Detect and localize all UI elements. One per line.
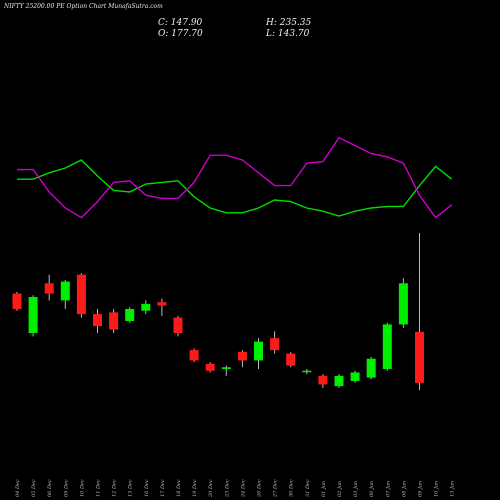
candle-body	[125, 309, 135, 321]
candle	[125, 307, 135, 323]
candle	[189, 348, 199, 363]
x-tick-label: 11 Dec	[96, 479, 102, 497]
candle	[28, 295, 38, 337]
x-tick-label: 18 Dec	[176, 479, 182, 497]
candle-body	[28, 297, 38, 333]
x-tick-label: 10 Jan	[434, 481, 440, 497]
candle-body	[382, 324, 392, 369]
x-tick-label: 17 Dec	[160, 479, 166, 497]
candle	[286, 351, 296, 368]
chart-title: NIFTY 25200.00 PE Option Chart MunafaSut…	[4, 3, 163, 10]
candle-body	[415, 331, 424, 383]
candle-body	[270, 338, 280, 351]
x-tick-label: 05 Dec	[31, 479, 37, 497]
x-tick-label: 09 Dec	[63, 479, 69, 497]
candle	[157, 298, 167, 316]
x-tick-label: 23 Dec	[224, 479, 230, 498]
x-tick-label: 02 Jan	[337, 481, 343, 497]
candle-body	[286, 353, 296, 366]
candle-body	[350, 372, 360, 381]
x-tick-label: 09 Jan	[418, 481, 424, 497]
close-value: C: 147.90	[158, 18, 203, 28]
indicator-lines	[17, 136, 453, 219]
x-tick-label: 06 Jan	[369, 481, 375, 497]
candle	[366, 357, 376, 380]
x-tick-label: 07 Jan	[385, 481, 391, 497]
candle	[76, 273, 86, 318]
candle	[109, 309, 119, 333]
candle	[415, 232, 424, 391]
candle-body	[205, 363, 215, 371]
candle-body	[334, 375, 344, 387]
x-tick-label: 26 Dec	[257, 479, 263, 498]
candle-body	[157, 302, 167, 306]
x-tick-label: 19 Dec	[192, 479, 198, 497]
x-tick-label: 04 Dec	[15, 479, 21, 497]
x-tick-label: 12 Dec	[112, 479, 118, 497]
candle	[237, 350, 247, 368]
x-tick-label: 01 Jan	[321, 481, 327, 497]
candle	[173, 315, 183, 337]
candle	[221, 365, 231, 376]
candle	[382, 322, 392, 371]
candle-body	[366, 358, 376, 378]
indicator-line-2	[17, 136, 453, 219]
candle	[398, 278, 408, 328]
x-tick-label: 03 Jan	[353, 481, 359, 497]
candle-body	[237, 351, 247, 361]
candle	[318, 374, 328, 388]
candle-body	[60, 281, 70, 301]
candle-body	[109, 312, 119, 330]
candle-body	[44, 283, 54, 294]
low-value: L: 143.70	[266, 29, 310, 39]
candle-body	[12, 293, 22, 309]
x-tick-label: 06 Dec	[47, 479, 53, 497]
candle	[141, 300, 151, 315]
x-tick-label: 27 Dec	[273, 479, 279, 498]
candle-body	[76, 274, 86, 315]
indicator-line-1	[17, 159, 453, 217]
candle-body	[173, 317, 183, 333]
candle	[44, 274, 54, 301]
x-axis-labels: 04 Dec 05 Dec 06 Dec 09 Dec 10 Dec 11 Dec 12 D…	[15, 479, 456, 498]
x-tick-label: 24 Dec	[240, 479, 246, 498]
candle	[350, 370, 360, 383]
x-tick-label: 10 Dec	[79, 479, 85, 497]
candle-body	[189, 350, 199, 361]
candle-body	[221, 367, 231, 369]
candle	[93, 309, 102, 333]
x-tick-label: 31 Dec	[305, 479, 311, 497]
x-tick-label: 08 Jan	[401, 481, 407, 497]
candle-body	[318, 375, 328, 385]
x-tick-label: 13 Dec	[128, 479, 134, 497]
x-tick-label: 20 Dec	[208, 479, 214, 498]
candle-body	[302, 370, 312, 373]
candle-body	[398, 283, 408, 325]
candle	[302, 369, 312, 375]
candle-body	[93, 314, 102, 327]
candle	[270, 331, 280, 354]
candle	[12, 291, 22, 311]
x-tick-label: 16 Dec	[144, 479, 150, 497]
high-value: H: 235.35	[266, 18, 312, 28]
candle	[334, 374, 344, 388]
candle-body	[141, 303, 151, 311]
x-tick-label: 30 Dec	[289, 479, 295, 497]
open-value: O: 177.70	[158, 29, 203, 39]
candle	[254, 338, 263, 369]
candle-body	[254, 341, 263, 361]
x-tick-label: 13 Jan	[450, 481, 456, 497]
candle	[60, 279, 70, 309]
candle	[205, 362, 215, 373]
candles	[12, 232, 424, 391]
